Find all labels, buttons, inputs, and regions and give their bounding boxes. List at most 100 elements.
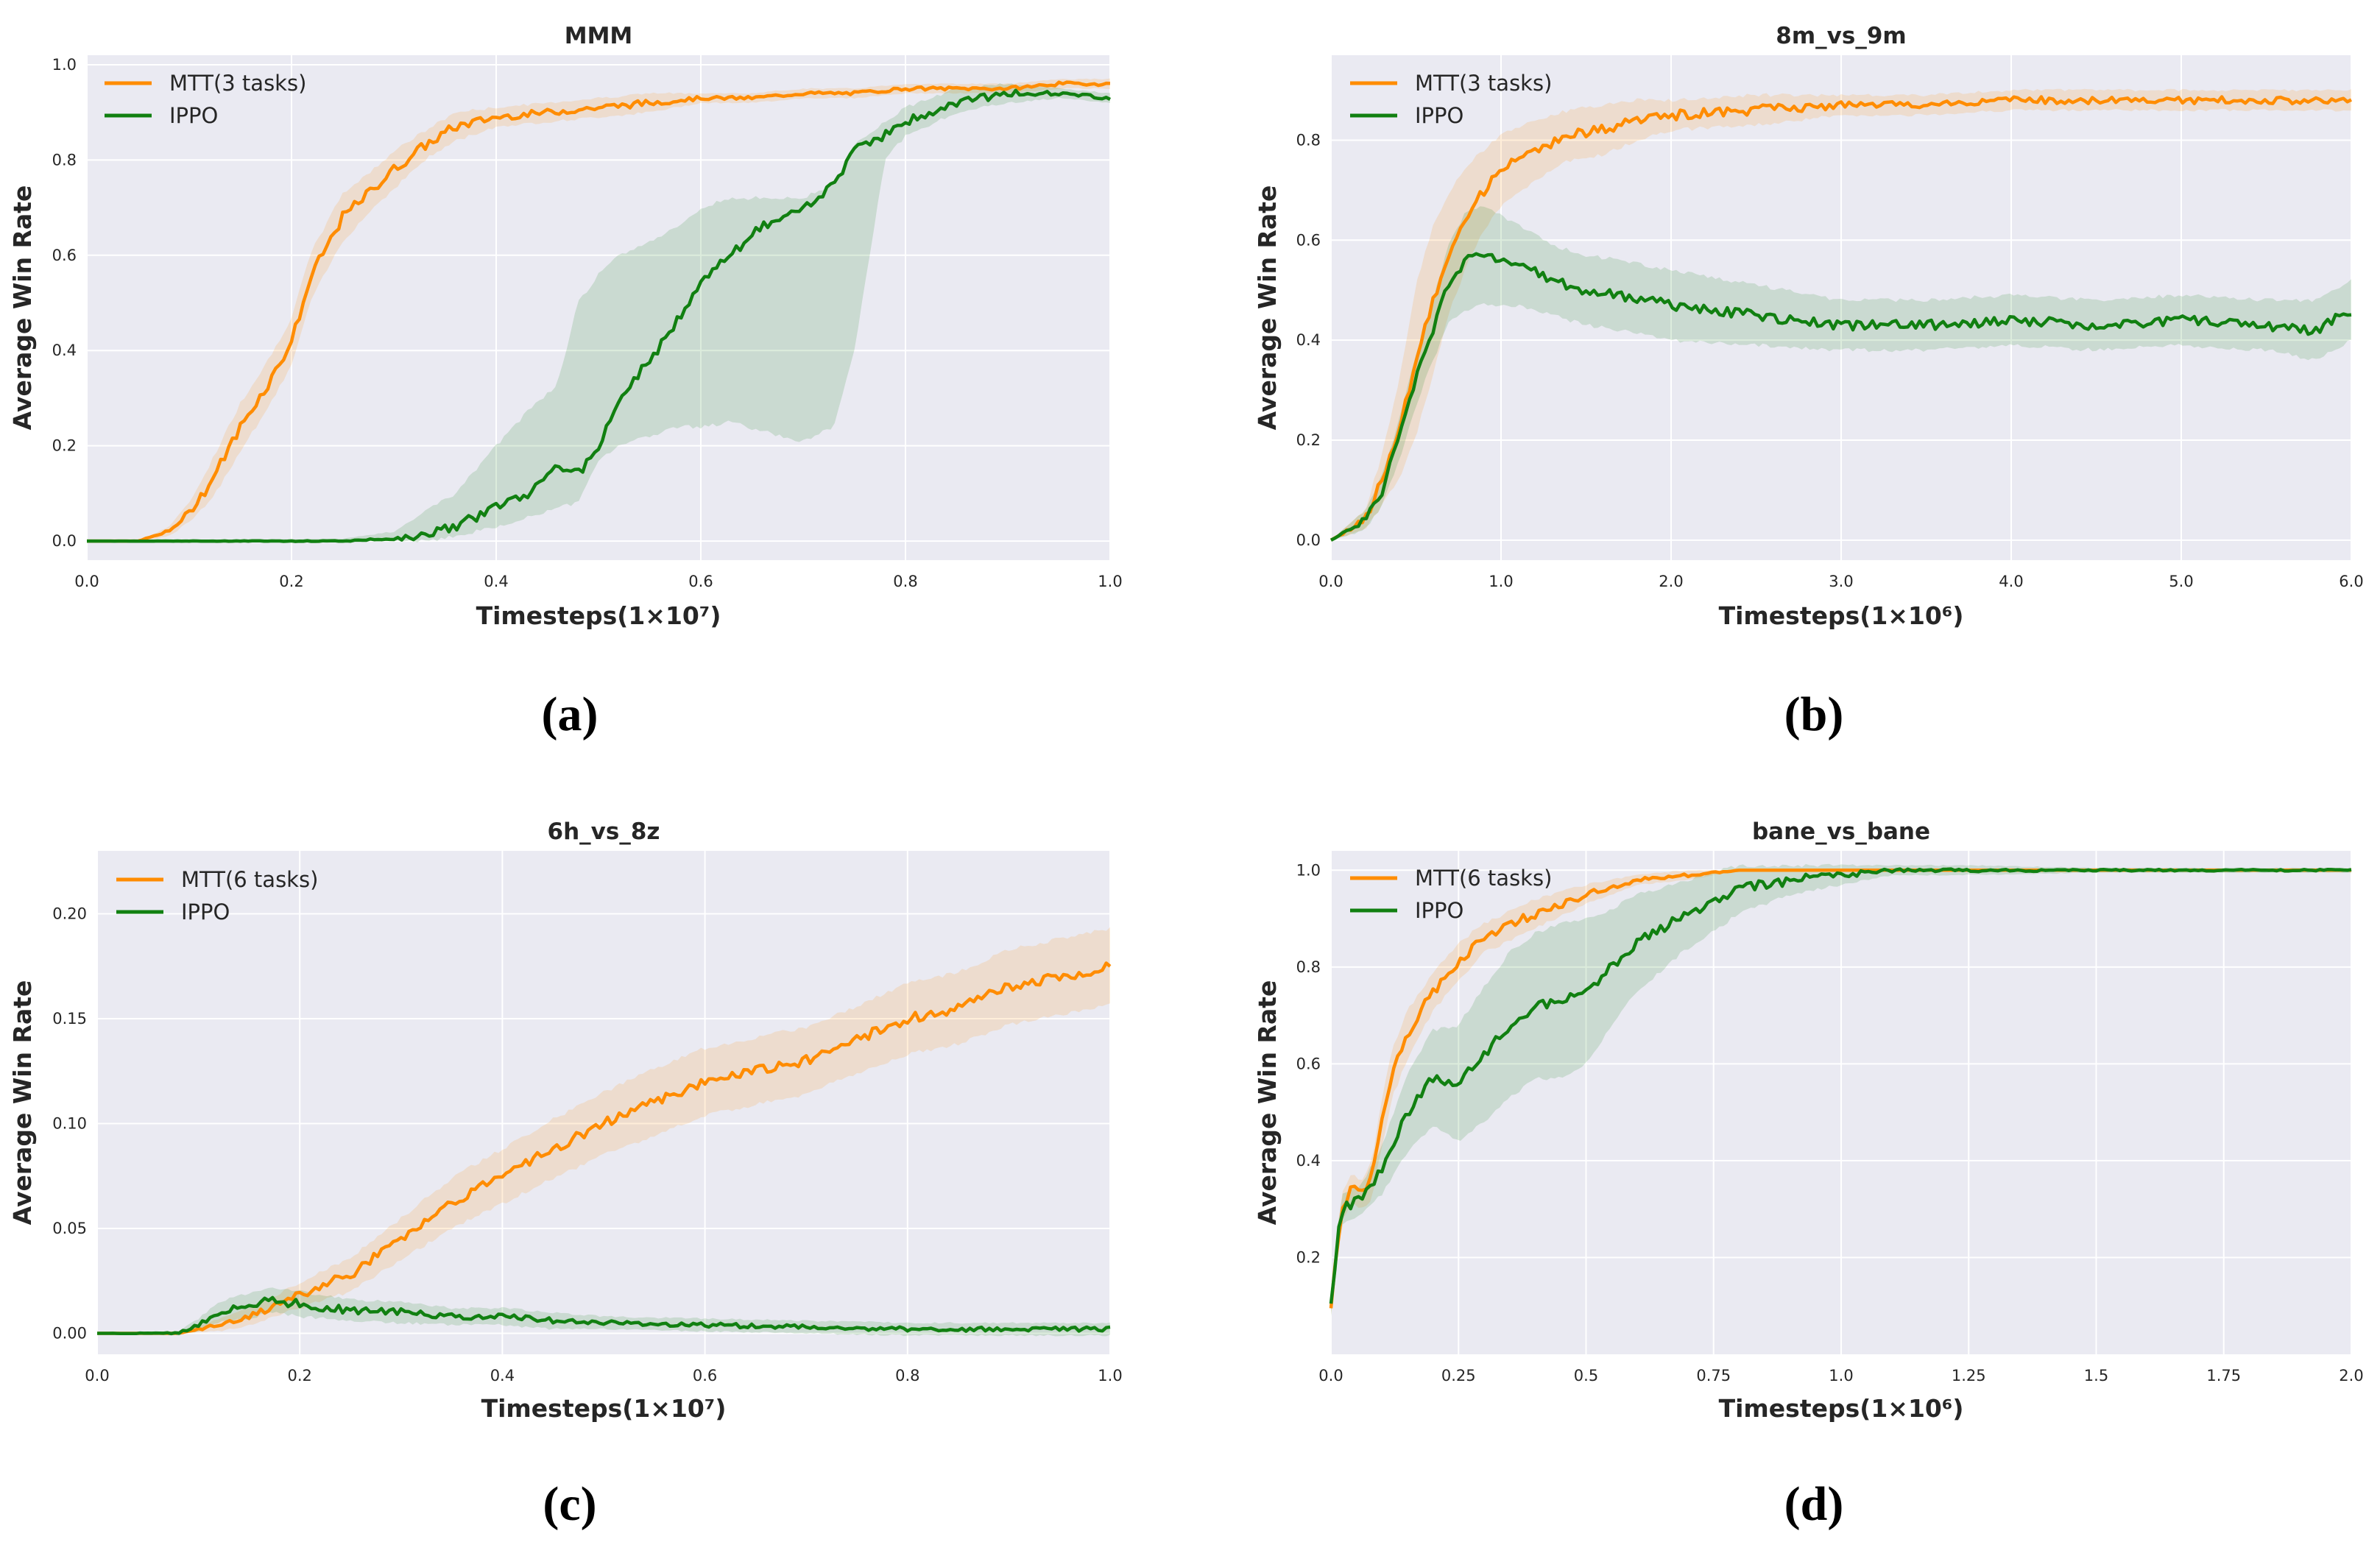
confidence-bands	[97, 927, 1110, 1337]
x-tick-label: 2.0	[2339, 1367, 2363, 1384]
plot-background	[97, 851, 1110, 1354]
ippo-confidence-band	[87, 83, 1110, 542]
ippo-confidence-band	[1331, 863, 2351, 1317]
y-tick-label: 0.15	[52, 1010, 87, 1028]
confidence-bands	[87, 78, 1110, 542]
y-tick-label: 1.0	[1296, 861, 1321, 879]
panel-b: 0.0 1.0 2.0 3.0 4.0 5.0 6.0 0.0 0.2 0.4 0.6 0.8 8m…	[1253, 23, 2364, 741]
y-tick-label: 0.6	[1296, 231, 1321, 249]
x-tick-label: 0.0	[1318, 1367, 1343, 1384]
y-axis-label: Average Win Rate	[1253, 980, 1282, 1226]
y-tick-label: 0.2	[1296, 431, 1321, 449]
x-tick-label: 0.25	[1441, 1367, 1476, 1384]
grid-lines	[96, 851, 1111, 1354]
plot-title: 8m_vs_9m	[1776, 23, 1906, 49]
x-tick-label: 2.0	[1659, 573, 1683, 590]
x-tick-label: 0.5	[1574, 1367, 1598, 1384]
x-axis-label: Timesteps(1×10⁶)	[1719, 1394, 1964, 1423]
y-tick-label: 0.0	[52, 532, 77, 550]
legend-label-ippo: IPPO	[1415, 103, 1463, 128]
x-axis-label: Timesteps(1×10⁷)	[476, 601, 721, 630]
plot-background	[87, 55, 1110, 560]
panel-caption: (c)	[543, 1477, 596, 1531]
y-tick-label: 0.4	[52, 342, 77, 359]
legend-label-mtt: MTT(6 tasks)	[181, 867, 318, 892]
plot-title: bane_vs_bane	[1752, 818, 1930, 845]
x-tick-label: 1.0	[1829, 1367, 1853, 1384]
y-tick-label: 0.05	[52, 1220, 87, 1237]
y-tick-label: 0.8	[52, 151, 77, 169]
x-ticks: 0.0 0.2 0.4 0.6 0.8 1.0	[74, 573, 1122, 590]
mtt-series-line	[97, 961, 1112, 1335]
mtt-series-line	[1330, 95, 2353, 542]
panel-caption: (b)	[1784, 687, 1844, 741]
plot-title: 6h_vs_8z	[548, 818, 660, 845]
y-axis-label: Average Win Rate	[8, 980, 37, 1226]
x-tick-label: 0.4	[484, 573, 508, 590]
panel-caption: (a)	[542, 687, 598, 741]
y-ticks: 0.0 0.2 0.4 0.6 0.8 1.0	[52, 56, 77, 550]
grid-lines	[1330, 55, 2352, 560]
legend-label-ippo: IPPO	[1415, 898, 1463, 923]
y-tick-label: 0.2	[1296, 1248, 1321, 1266]
confidence-bands	[1331, 863, 2351, 1317]
x-tick-label: 1.0	[1098, 1367, 1122, 1384]
panel-c: 0.0 0.2 0.4 0.6 0.8 1.0 0.000.050.100.150.20 …	[8, 818, 1123, 1531]
x-tick-label: 0.8	[893, 573, 917, 590]
legend-label-mtt: MTT(3 tasks)	[169, 71, 306, 96]
y-tick-label: 0.6	[52, 247, 77, 264]
y-tick-label: 0.4	[1296, 331, 1321, 349]
series-lines	[97, 961, 1112, 1336]
y-tick-label: 0.2	[52, 437, 77, 455]
legend-label-mtt: MTT(6 tasks)	[1415, 866, 1552, 891]
x-ticks: 0.0 1.0 2.0 3.0 4.0 5.0 6.0	[1318, 573, 2363, 590]
y-tick-label: 0.00	[52, 1325, 87, 1343]
y-axis-label: Average Win Rate	[1253, 185, 1282, 431]
x-tick-label: 3.0	[1829, 573, 1853, 590]
panel-d: 0.0 0.25 0.5 0.75 1.0 1.25 1.5 1.75 2.0 0.20.40.…	[1253, 818, 2364, 1531]
x-tick-label: 0.6	[688, 573, 713, 590]
y-tick-label: 0.4	[1296, 1152, 1321, 1170]
x-tick-label: 0.2	[279, 573, 303, 590]
y-tick-label: 0.8	[1296, 131, 1321, 149]
x-tick-label: 1.75	[2206, 1367, 2241, 1384]
x-tick-label: 0.0	[1318, 573, 1343, 590]
series-lines	[1329, 867, 2352, 1309]
x-tick-label: 4.0	[1999, 573, 2023, 590]
legend: MTT(3 tasks) IPPO	[1350, 71, 1552, 128]
x-tick-label: 0.0	[85, 1367, 109, 1384]
grid-lines	[86, 55, 1111, 560]
legend-label-ippo: IPPO	[169, 103, 218, 128]
legend-label-mtt: MTT(3 tasks)	[1415, 71, 1552, 96]
x-axis-label: Timesteps(1×10⁷)	[481, 1394, 727, 1423]
x-tick-label: 0.6	[693, 1367, 717, 1384]
ippo-series-line	[1330, 252, 2352, 542]
x-tick-label: 1.5	[2084, 1367, 2108, 1384]
y-ticks: 0.2 0.4 0.6 0.8 1.0	[1296, 861, 1321, 1266]
legend-label-ippo: IPPO	[181, 899, 230, 924]
panel-a: 0.0 0.2 0.4 0.6 0.8 1.0 0.0 0.2 0.4 0.6 0.8 1.0 MM…	[8, 23, 1123, 741]
legend: MTT(6 tasks) IPPO	[116, 867, 318, 924]
mtt-confidence-band	[97, 927, 1110, 1334]
y-tick-label: 0.20	[52, 905, 87, 923]
y-tick-label: 0.0	[1296, 531, 1321, 549]
ippo-series-line	[87, 88, 1112, 543]
legend: MTT(3 tasks) IPPO	[105, 71, 306, 128]
y-ticks: 0.00 0.05 0.10 0.15 0.20	[52, 905, 87, 1343]
x-ticks: 0.0 0.25 0.5 0.75 1.0 1.25 1.5 1.75 2.0	[1318, 1367, 2363, 1384]
y-tick-label: 0.6	[1296, 1055, 1321, 1072]
mtt-confidence-band	[87, 78, 1110, 542]
x-tick-label: 1.0	[1098, 573, 1122, 590]
x-tick-label: 0.0	[74, 573, 99, 590]
x-tick-label: 0.8	[895, 1367, 919, 1384]
ippo-series-line	[1329, 867, 2352, 1304]
x-axis-label: Timesteps(1×10⁶)	[1719, 601, 1964, 630]
series-lines	[87, 80, 1112, 543]
legend: MTT(6 tasks) IPPO	[1350, 866, 1552, 923]
y-ticks: 0.0 0.2 0.4 0.6 0.8	[1296, 131, 1321, 548]
y-tick-label: 0.8	[1296, 958, 1321, 976]
x-tick-label: 1.0	[1489, 573, 1513, 590]
panel-caption: (d)	[1784, 1477, 1844, 1531]
series-lines	[1330, 95, 2353, 542]
